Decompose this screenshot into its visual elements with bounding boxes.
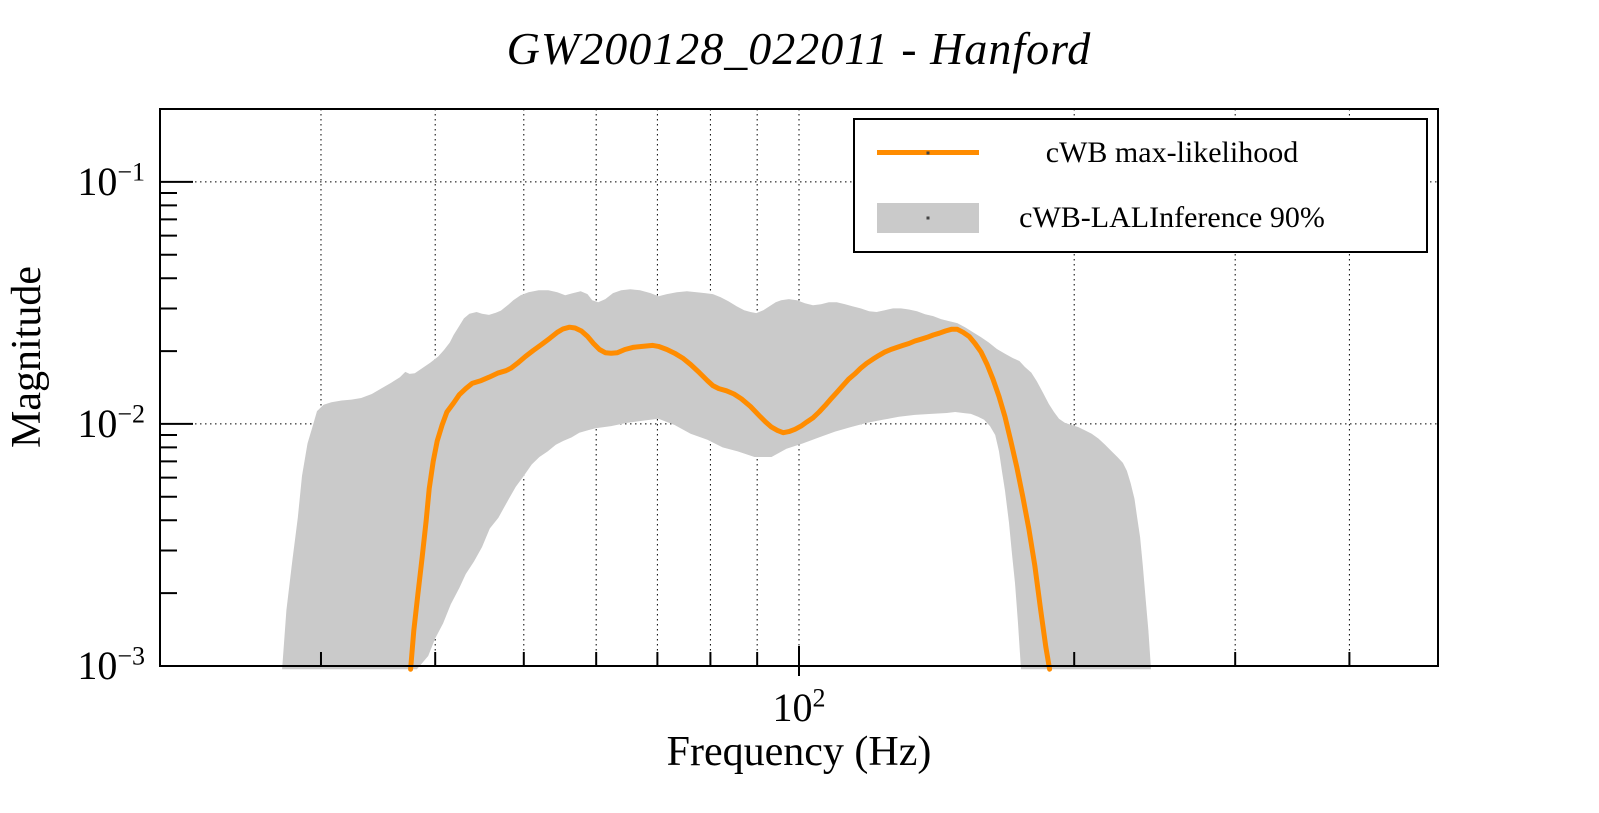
legend-marker-dot <box>926 216 930 220</box>
y-tick-label: 10−1 <box>77 157 145 204</box>
legend: cWB max-likelihood cWB-LALInference 90% <box>853 118 1428 253</box>
legend-item-max-likelihood: cWB max-likelihood <box>855 120 1426 186</box>
legend-label-confidence-band: cWB-LALInference 90% <box>1019 201 1325 235</box>
axis-ticks <box>160 180 1351 676</box>
y-tick-label: 10−3 <box>77 641 145 688</box>
confidence-band <box>282 289 1152 670</box>
legend-line-swatch-wrap <box>877 150 979 156</box>
x-axis-label: Frequency (Hz) <box>666 729 932 775</box>
x-tick-label: 102 <box>772 683 826 730</box>
legend-marker-dot <box>926 151 930 155</box>
legend-band-swatch-wrap <box>877 203 979 234</box>
legend-item-confidence-band: cWB-LALInference 90% <box>855 186 1426 252</box>
y-tick-label: 10−2 <box>77 399 145 446</box>
plot-title: GW200128_022011 - Hanford <box>506 23 1092 74</box>
plot-border <box>159 108 1439 667</box>
max-likelihood-line <box>408 324 1053 672</box>
legend-label-max-likelihood: cWB max-likelihood <box>1045 135 1299 169</box>
